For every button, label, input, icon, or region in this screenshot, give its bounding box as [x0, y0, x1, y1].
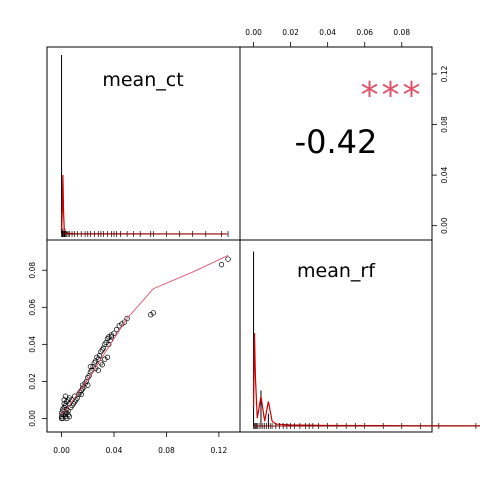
smooth-line	[61, 255, 229, 416]
left-tick-label: 0.00	[28, 410, 37, 427]
scatter-point	[111, 330, 117, 336]
right-tick-label: 0.04	[440, 167, 449, 184]
bottom-tick-label: 0.04	[106, 446, 123, 455]
bottom-tick-label: 0.08	[158, 446, 175, 455]
scatter-point	[96, 352, 103, 359]
scatter-point	[99, 362, 105, 368]
var2-label: mean_rf	[297, 260, 376, 282]
scatter-point	[92, 365, 99, 372]
scatter-point	[100, 345, 107, 351]
scatter-point	[104, 354, 111, 360]
scatter-point	[85, 382, 91, 388]
scatter-point	[106, 334, 112, 340]
scatter-point	[218, 262, 225, 268]
scatter-point	[60, 406, 66, 412]
top-tick-label: 0.02	[282, 28, 299, 37]
scatter-point	[83, 378, 90, 385]
scatter-point	[148, 312, 154, 318]
scatter-point	[64, 415, 70, 422]
right-tick-label: 0.12	[440, 65, 449, 82]
scatter-point	[113, 326, 120, 333]
scatter-point	[95, 367, 101, 373]
scatter-point	[90, 363, 96, 370]
scatter-point	[78, 391, 84, 398]
top-tick-label: 0.08	[393, 28, 410, 37]
significance-stars: ***	[361, 75, 424, 116]
top-tick-label: 0.04	[319, 28, 336, 37]
correlation-value: -0.42	[295, 123, 378, 161]
scatter-point	[66, 413, 73, 420]
scatter-point	[61, 397, 67, 403]
right-tick-label: 0.00	[440, 217, 449, 234]
left-tick-label: 0.08	[28, 262, 37, 279]
left-tick-label: 0.04	[28, 336, 37, 353]
scatter-point	[121, 319, 128, 325]
axes: 0.00 0.04 0.08 0.12 0.00 0.02 0.04 0.06 0.08 0.00…	[28, 28, 449, 455]
scatter-point	[58, 410, 65, 416]
left-tick-label: 0.06	[28, 299, 37, 316]
bottom-tick-label: 0.12	[211, 446, 228, 455]
panels	[46, 46, 433, 433]
labels: mean_ct mean_rf -0.42 ***	[102, 69, 424, 282]
top-tick-label: 0.00	[245, 28, 262, 37]
bottom-tick-label: 0.00	[53, 446, 70, 455]
scatter-point	[62, 393, 69, 399]
scatter-point	[87, 363, 94, 370]
scatter-point	[124, 315, 130, 322]
scatter-point	[60, 415, 66, 422]
scatter-point	[102, 356, 108, 362]
right-tick-label: 0.08	[440, 116, 449, 133]
scatter-point	[108, 332, 115, 338]
density-curve	[252, 332, 480, 427]
scatter-point	[108, 334, 115, 340]
density-curve	[60, 174, 226, 235]
scatter-point	[92, 358, 99, 364]
scatter-point	[150, 310, 156, 316]
var1-label: mean_ct	[102, 69, 183, 91]
top-tick-label: 0.06	[356, 28, 373, 37]
scatter-point	[116, 323, 122, 329]
left-tick-label: 0.02	[28, 373, 37, 390]
marks	[58, 55, 480, 429]
scatter-point	[225, 256, 231, 262]
